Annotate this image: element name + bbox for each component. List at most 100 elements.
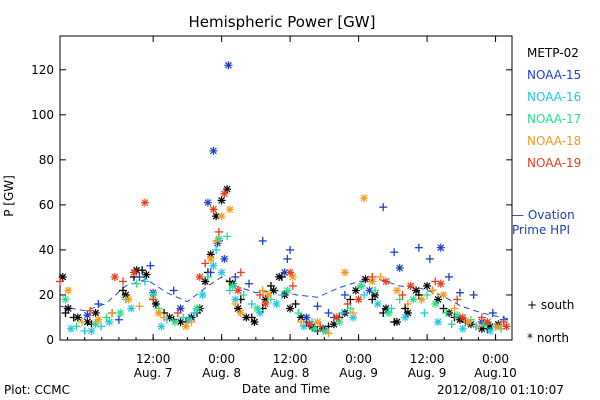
plot-credit: Plot: CCMC bbox=[4, 383, 70, 397]
legend-entry-metp-02: METP-02 bbox=[527, 46, 579, 60]
south-marker bbox=[266, 295, 275, 304]
south-marker bbox=[61, 308, 70, 317]
x-tick-label-time: 12:00 bbox=[273, 352, 308, 366]
south-marker bbox=[477, 313, 486, 322]
north-marker bbox=[121, 290, 130, 299]
south-marker bbox=[368, 295, 377, 304]
x-tick-label-time: 12:00 bbox=[410, 352, 445, 366]
north-marker bbox=[436, 243, 445, 252]
north-marker bbox=[392, 317, 401, 326]
north-marker bbox=[406, 281, 415, 290]
north-marker bbox=[384, 308, 393, 317]
north-marker bbox=[192, 304, 201, 313]
south-marker bbox=[447, 320, 456, 329]
x-tick-label-date: Aug. 8 bbox=[271, 366, 310, 380]
south-marker bbox=[214, 227, 223, 236]
legend-entry-noaa-18: NOAA-18 bbox=[527, 134, 582, 148]
north-marker bbox=[91, 320, 100, 329]
y-tick-label: 80 bbox=[39, 153, 54, 167]
north-marker bbox=[61, 295, 70, 304]
south-marker bbox=[316, 322, 325, 331]
south-marker bbox=[190, 308, 199, 317]
north-marker bbox=[431, 299, 440, 308]
north-marker bbox=[392, 286, 401, 295]
north-marker bbox=[220, 189, 229, 198]
south-marker bbox=[258, 236, 267, 245]
south-marker bbox=[187, 317, 196, 326]
data-markers bbox=[56, 61, 511, 338]
south-marker bbox=[146, 261, 155, 270]
north-marker bbox=[110, 272, 119, 281]
north-marker bbox=[286, 268, 295, 277]
south-marker bbox=[160, 313, 169, 322]
south-marker bbox=[169, 286, 178, 295]
south-marker bbox=[439, 304, 448, 313]
south-marker bbox=[450, 304, 459, 313]
south-marker bbox=[403, 299, 412, 308]
north-marker bbox=[305, 320, 314, 329]
north-marker bbox=[357, 281, 366, 290]
south-marker bbox=[255, 290, 264, 299]
y-ticks: 0 20 40 60 80 100 120 bbox=[31, 63, 512, 347]
south-marker bbox=[266, 281, 275, 290]
north-marker bbox=[255, 308, 264, 317]
ovation-legend-line1: — Ovation bbox=[512, 208, 575, 222]
south-marker bbox=[258, 286, 267, 295]
north-marker bbox=[217, 196, 226, 205]
south-marker bbox=[390, 248, 399, 257]
north-marker bbox=[261, 299, 270, 308]
north-marker bbox=[209, 261, 218, 270]
south-marker bbox=[225, 286, 234, 295]
north-symbol-key: * north bbox=[527, 331, 570, 345]
x-tick-label-date: Aug.10 bbox=[474, 366, 517, 380]
north-marker bbox=[157, 322, 166, 331]
south-marker bbox=[212, 236, 221, 245]
x-axis-label: Date and Time bbox=[242, 382, 330, 396]
north-marker bbox=[224, 61, 233, 70]
south-marker bbox=[277, 290, 286, 299]
south-marker bbox=[488, 308, 497, 317]
north-marker bbox=[220, 254, 229, 263]
north-marker bbox=[354, 295, 363, 304]
south-marker bbox=[236, 268, 245, 277]
south-marker bbox=[428, 286, 437, 295]
south-marker bbox=[414, 243, 423, 252]
north-marker bbox=[439, 290, 448, 299]
south-marker bbox=[80, 326, 89, 335]
south-marker bbox=[86, 306, 95, 315]
south-marker bbox=[149, 295, 158, 304]
x-tick-label-time: 12:00 bbox=[136, 352, 171, 366]
south-marker bbox=[206, 268, 215, 277]
north-marker bbox=[182, 322, 191, 331]
south-marker bbox=[423, 290, 432, 299]
south-marker bbox=[324, 329, 333, 338]
north-marker bbox=[403, 308, 412, 317]
north-marker bbox=[206, 254, 215, 263]
y-tick-label: 0 bbox=[46, 333, 54, 347]
north-marker bbox=[395, 263, 404, 272]
north-marker bbox=[351, 286, 360, 295]
south-marker bbox=[212, 245, 221, 254]
north-marker bbox=[409, 295, 418, 304]
north-marker bbox=[116, 308, 125, 317]
north-marker bbox=[228, 281, 237, 290]
legend-entry-noaa-19: NOAA-19 bbox=[527, 156, 582, 170]
north-marker bbox=[286, 304, 295, 313]
north-marker bbox=[361, 275, 370, 284]
south-marker bbox=[338, 308, 347, 317]
south-marker bbox=[376, 272, 385, 281]
south-marker bbox=[346, 304, 355, 313]
north-marker bbox=[486, 326, 495, 335]
north-marker bbox=[209, 205, 218, 214]
x-tick-label-time: 0:00 bbox=[482, 352, 509, 366]
north-marker bbox=[127, 304, 136, 313]
south-marker bbox=[283, 254, 292, 263]
plot-frame bbox=[59, 35, 513, 341]
plot-timestamp: 2012/08/10 01:10:07 bbox=[437, 383, 564, 397]
legend-entry-noaa-17: NOAA-17 bbox=[527, 112, 582, 126]
legend-entry-noaa-15: NOAA-15 bbox=[527, 68, 582, 82]
south-marker bbox=[401, 304, 410, 313]
south-marker bbox=[294, 308, 303, 317]
